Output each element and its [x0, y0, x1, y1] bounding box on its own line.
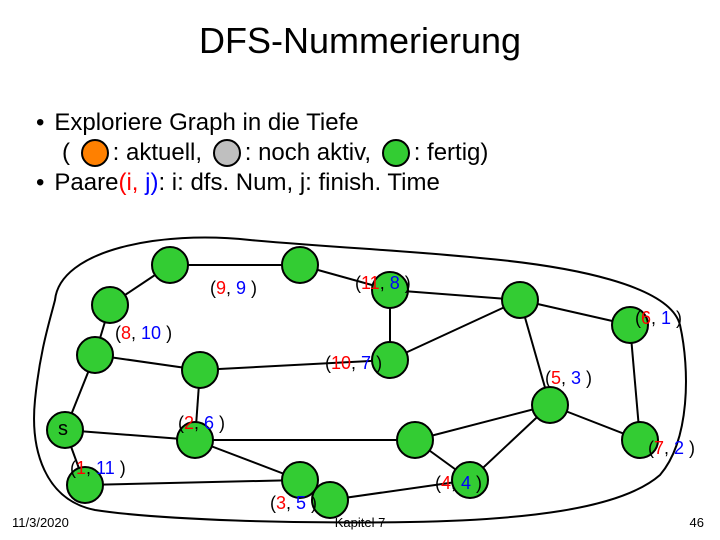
s-label: s: [58, 418, 68, 441]
footer-page: 46: [690, 515, 704, 530]
node-label: (5, 3 ): [545, 368, 592, 389]
node-label: (7, 2 ): [648, 438, 695, 459]
node-label: (10, 7 ): [325, 353, 382, 374]
node-label: (4, 4 ): [435, 473, 482, 494]
node-label: (9, 9 ): [210, 278, 257, 299]
node-label: (8, 10 ): [115, 323, 172, 344]
footer-center: Kapitel 7: [0, 515, 720, 530]
slide: { "title": "DFS-Nummerierung", "bullets"…: [0, 0, 720, 540]
node-label: (11, 8 ): [355, 273, 411, 294]
node-label: (3, 5 ): [270, 493, 317, 514]
node-label: (1, 11 ): [70, 458, 126, 479]
node-label: (6, 1 ): [635, 308, 682, 329]
node-label: (2, 6 ): [178, 413, 225, 434]
